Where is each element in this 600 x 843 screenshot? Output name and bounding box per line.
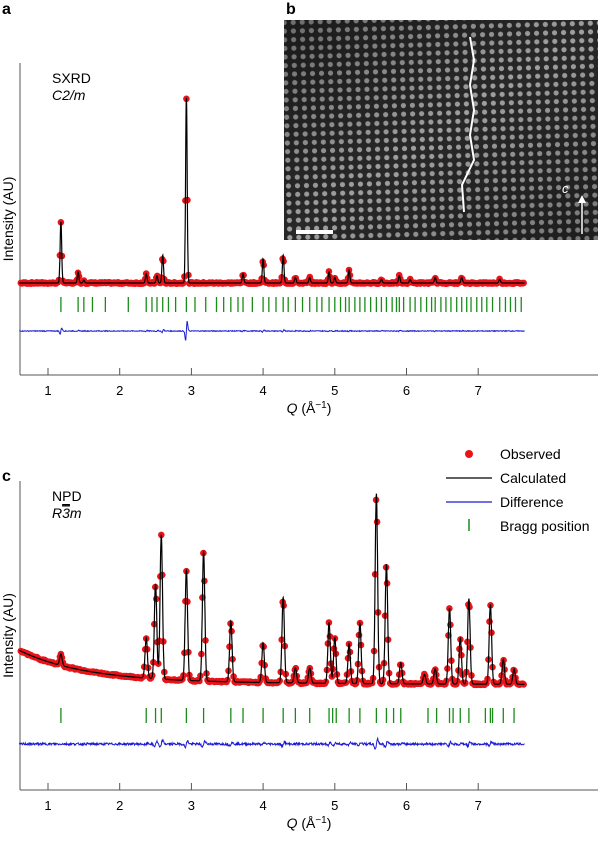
x-tick-label: 3 <box>188 798 195 813</box>
sg-post: m <box>70 505 82 521</box>
x-label-unit: (Å <box>297 815 316 831</box>
x-tick-label: 7 <box>475 798 482 813</box>
y-axis-label: Intensity (AU) <box>0 177 16 262</box>
calculated-line <box>19 97 525 284</box>
x-tick-label: 2 <box>116 798 123 813</box>
panel-label-b: b <box>286 1 296 18</box>
legend-label: Bragg position <box>500 518 590 534</box>
x-tick-label: 2 <box>116 383 123 398</box>
difference-line <box>18 736 525 750</box>
phase-title: NPD <box>52 488 82 504</box>
legend-label: Observed <box>500 446 561 462</box>
sg-pre: R <box>52 505 62 521</box>
x-tick-label: 4 <box>259 383 266 398</box>
boundary-line <box>460 36 476 213</box>
chart-panel-c: 1 2 3 4 5 6 7Q (Å−1)Intensity (AU)NPDR3mObserv… <box>0 446 598 831</box>
x-label-close: ) <box>327 400 332 416</box>
x-axis-label: Q (Å−1) <box>287 400 332 416</box>
stem-image: c <box>284 20 598 240</box>
x-label-close: ) <box>327 815 332 831</box>
space-group: C2/m <box>52 87 86 103</box>
calculated-line <box>19 493 525 685</box>
x-tick-label: 5 <box>331 383 338 398</box>
observed-series <box>17 496 527 689</box>
x-tick-label: 5 <box>331 798 338 813</box>
x-tick-label: 3 <box>188 383 195 398</box>
x-tick-label: 1 <box>44 383 51 398</box>
legend-label: Calculated <box>500 470 566 486</box>
x-tick-label: 6 <box>403 383 410 398</box>
x-tick-label: 1 <box>44 798 51 813</box>
x-tick-label: 6 <box>403 798 410 813</box>
x-label-sup: −1 <box>315 400 327 411</box>
y-axis-label: Intensity (AU) <box>0 593 16 678</box>
phase-title: SXRD <box>52 70 91 86</box>
space-group: R3m <box>52 505 82 521</box>
legend-observed-marker <box>465 450 473 458</box>
x-label-var: Q <box>287 815 298 831</box>
x-label-var: Q <box>287 400 298 416</box>
x-tick-label: 4 <box>259 798 266 813</box>
x-tick-label: 7 <box>475 383 482 398</box>
panel-label-c: c <box>2 468 11 485</box>
legend: Observed Calculated Difference Bragg positi… <box>446 446 590 534</box>
x-axis-label: Q (Å−1) <box>287 815 332 831</box>
legend-label: Difference <box>500 494 564 510</box>
c-axis-label: c <box>562 181 569 196</box>
sg-bar: 3 <box>62 505 70 521</box>
difference-line <box>19 320 525 341</box>
x-label-sup: −1 <box>315 815 327 826</box>
x-label-unit: (Å <box>297 400 316 416</box>
panel-label-a: a <box>2 1 11 18</box>
